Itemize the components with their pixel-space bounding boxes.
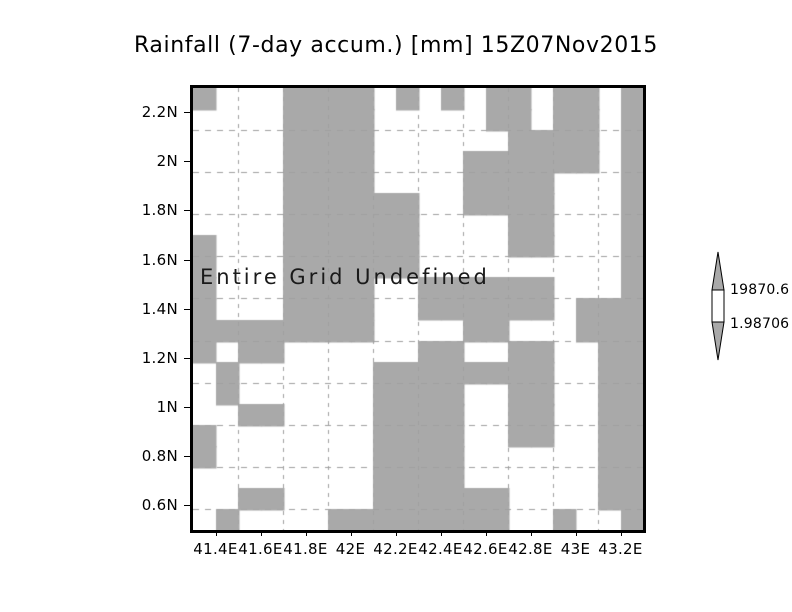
page-title: Rainfall (7-day accum.) [mm] 15Z07Nov201…: [134, 33, 658, 58]
y-tick-mark: [184, 161, 190, 163]
y-axis-label: 2.2N: [141, 103, 178, 122]
x-tick-mark: [215, 530, 217, 536]
y-axis-label: 2N: [156, 152, 178, 171]
x-tick-mark: [485, 530, 487, 536]
colorbar-bottom-cap-icon: [711, 321, 725, 361]
y-axis-label: 0.8N: [141, 446, 178, 465]
colorbar-label-low: 1.98706: [730, 316, 790, 332]
x-axis-label: 42.2E: [373, 540, 418, 558]
y-tick-mark: [184, 259, 190, 261]
x-axis-label: 42.6E: [463, 540, 508, 558]
x-tick-mark: [530, 530, 532, 536]
x-axis-label: 42.4E: [418, 540, 463, 558]
x-tick-mark: [350, 530, 352, 536]
colorbar-top-cap-icon: [711, 251, 725, 291]
x-axis-label: 42E: [335, 540, 366, 558]
y-tick-mark: [184, 357, 190, 359]
x-axis-label: 43.2E: [598, 540, 643, 558]
x-tick-mark: [395, 530, 397, 536]
colorbar-label-high: 19870.6: [730, 282, 790, 298]
y-axis-label: 1N: [156, 397, 178, 416]
y-tick-mark: [184, 406, 190, 408]
colorbar: [702, 250, 734, 362]
x-tick-mark: [440, 530, 442, 536]
rainfall-heatmap-grid: [193, 88, 643, 530]
y-axis-label: 0.6N: [141, 495, 178, 514]
plot-frame: [190, 85, 646, 533]
y-tick-mark: [184, 504, 190, 506]
colorbar-band: [711, 289, 725, 323]
x-tick-mark: [260, 530, 262, 536]
x-tick-mark: [305, 530, 307, 536]
x-axis-label: 42.8E: [508, 540, 553, 558]
y-tick-mark: [184, 455, 190, 457]
y-tick-mark: [184, 112, 190, 114]
y-axis-label: 1.8N: [141, 201, 178, 220]
undefined-grid-annotation: Entire Grid Undefined: [200, 265, 490, 289]
x-tick-mark: [575, 530, 577, 536]
y-tick-mark: [184, 210, 190, 212]
x-axis-label: 41.8E: [283, 540, 328, 558]
x-axis-label: 41.4E: [193, 540, 238, 558]
y-axis-label: 1.2N: [141, 348, 178, 367]
x-axis-label: 41.6E: [238, 540, 283, 558]
x-tick-mark: [620, 530, 622, 536]
y-tick-mark: [184, 308, 190, 310]
x-axis-label: 43E: [560, 540, 591, 558]
y-axis-label: 1.6N: [141, 250, 178, 269]
y-axis-label: 1.4N: [141, 299, 178, 318]
